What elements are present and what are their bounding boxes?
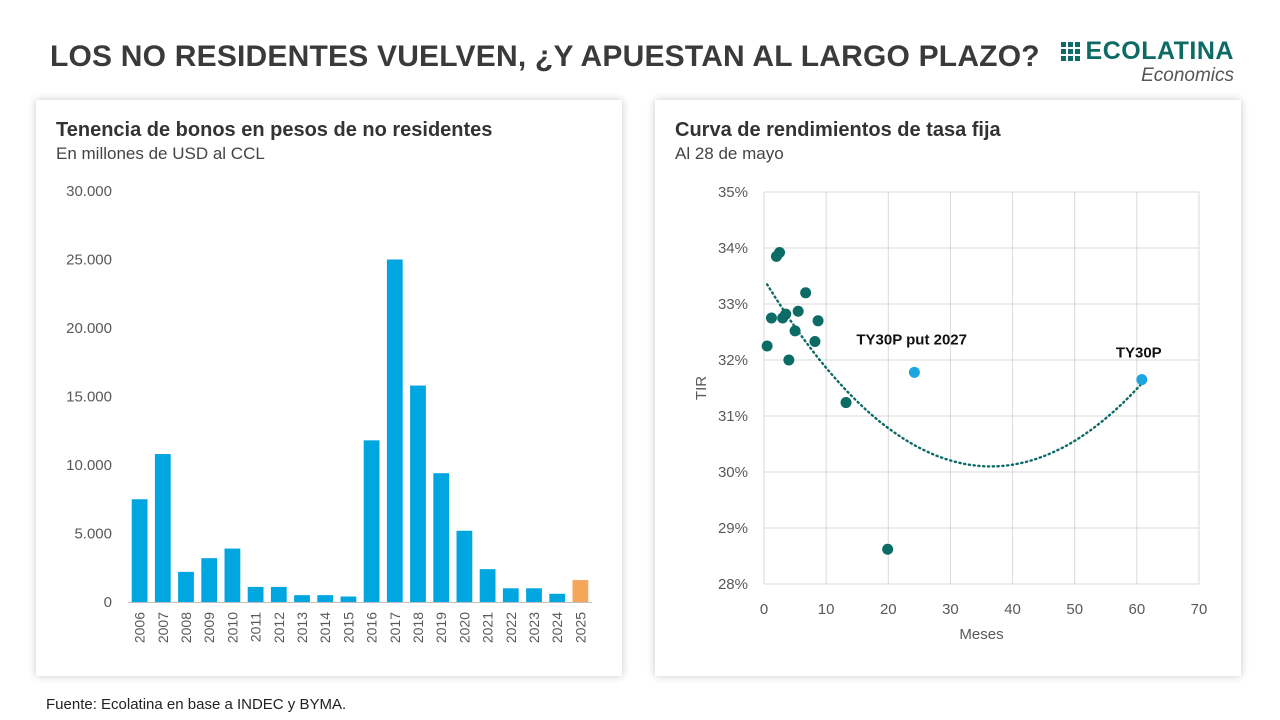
data-point [774, 246, 786, 258]
x-tick-label: 2019 [433, 612, 449, 643]
bar-2010 [224, 548, 241, 602]
bar-2009 [201, 558, 218, 602]
x-tick-label: 2010 [224, 612, 240, 643]
x-tick-label: 70 [1191, 601, 1208, 618]
data-point [780, 308, 792, 320]
bar-2008 [178, 571, 194, 602]
bar-2012 [270, 586, 287, 602]
x-tick-label: 2006 [132, 612, 148, 643]
bar-chart-subtitle: En millones de USD al CCL [56, 144, 265, 163]
y-tick-label: 10.000 [66, 457, 112, 474]
x-tick-label: 2021 [480, 612, 496, 643]
x-tick-label: 2022 [503, 612, 519, 643]
data-point [812, 315, 824, 327]
highlight-point [908, 366, 920, 378]
page-title: LOS NO RESIDENTES VUELVEN, ¿Y APUESTAN A… [50, 40, 1040, 73]
y-tick-label: 25.000 [66, 252, 112, 269]
point-label: TY30P put 2027 [856, 331, 967, 348]
x-tick-label: 2025 [572, 612, 588, 643]
scatter-chart: 28% 29% 30% 31% 32% 33% 34% 35% 0 10 20 30 40 50 60 70 M… [693, 184, 1208, 643]
scatter-chart-title: Curva de rendimientos de tasa fija [675, 119, 1001, 141]
y-tick-label: 30.000 [66, 183, 112, 200]
bar-2017 [386, 259, 403, 602]
bar-2006 [131, 499, 148, 602]
highlight-point [1136, 374, 1148, 386]
bar-chart-panel: Tenencia de bonos en pesos de no residen… [36, 100, 622, 676]
x-tick-label: 2012 [271, 612, 287, 643]
y-tick-label: 31% [718, 408, 748, 425]
bar-2025 [572, 580, 589, 602]
bar-2007 [154, 454, 171, 602]
bar-2022 [502, 588, 519, 602]
data-point [840, 397, 852, 409]
y-tick-label: 29% [718, 520, 748, 537]
x-tick-label: 2020 [456, 612, 472, 643]
bar-2013 [294, 595, 310, 602]
x-tick-label: 2009 [201, 612, 217, 643]
x-tick-label: 2017 [387, 612, 403, 643]
bar-chart-title: Tenencia de bonos en pesos de no residen… [56, 119, 493, 141]
logo-grid-icon [1060, 41, 1080, 61]
y-tick-label: 30% [718, 464, 748, 481]
x-axis-label: Meses [959, 626, 1003, 643]
x-tick-label: 2015 [340, 612, 356, 643]
logo-subtitle: Economics [1141, 65, 1234, 86]
bar-2018 [410, 385, 426, 602]
y-tick-label: 20.000 [66, 320, 112, 337]
x-tick-label: 10 [818, 601, 835, 618]
x-tick-label: 30 [942, 601, 959, 618]
x-tick-label: 60 [1129, 601, 1146, 618]
x-tick-label: 2008 [178, 612, 194, 643]
data-point [792, 305, 804, 317]
point-label: TY30P [1116, 345, 1162, 362]
x-tick-label: 2007 [155, 612, 171, 643]
bar-2019 [433, 473, 450, 602]
x-tick-label: 2018 [410, 612, 426, 643]
data-point [882, 543, 894, 555]
bar-2021 [479, 569, 496, 602]
x-tick-label: 0 [760, 601, 768, 618]
bar-2016 [363, 440, 380, 602]
bar-2020 [456, 530, 473, 602]
data-point [765, 312, 777, 324]
data-point [761, 340, 773, 352]
x-tick-label: 2014 [317, 612, 333, 643]
bar-2014 [317, 595, 334, 602]
bar-2023 [526, 588, 542, 602]
scatter-chart-subtitle: Al 28 de mayo [675, 144, 784, 163]
bar-2011 [247, 586, 264, 602]
y-tick-label: 32% [718, 352, 748, 369]
source-note: Fuente: Ecolatina en base a INDEC y BYMA… [46, 696, 347, 713]
x-tick-label: 2024 [549, 612, 565, 643]
y-tick-label: 33% [718, 296, 748, 313]
y-tick-label: 15.000 [66, 389, 112, 406]
y-tick-label: 28% [718, 576, 748, 593]
x-tick-label: 2023 [526, 612, 542, 643]
data-point [809, 336, 821, 348]
y-axis-label: TIR [693, 376, 710, 400]
y-tick-label: 35% [718, 184, 748, 201]
x-tick-label: 2011 [248, 612, 264, 642]
data-point [783, 354, 795, 366]
trendline [765, 283, 1143, 468]
x-tick-label: 20 [880, 601, 897, 618]
logo-wordmark: ECOLATINA [1085, 37, 1234, 65]
data-point [800, 287, 812, 299]
y-tick-label: 0 [104, 594, 112, 611]
x-tick-label: 2013 [294, 612, 310, 643]
bar-chart: 0 5.000 10.000 15.000 20.000 25.000 30.000 2006… [66, 183, 592, 643]
x-tick-label: 2016 [364, 612, 380, 643]
scatter-chart-panel: Curva de rendimientos de tasa fija Al 28… [655, 100, 1241, 676]
data-point [789, 325, 801, 337]
x-tick-label: 50 [1066, 601, 1083, 618]
bar-2024 [549, 593, 566, 602]
bar-2015 [340, 596, 357, 602]
y-tick-label: 34% [718, 240, 748, 257]
y-tick-label: 5.000 [74, 526, 112, 543]
brand-logo: ECOLATINA Economics [1060, 37, 1234, 87]
x-tick-label: 40 [1004, 601, 1021, 618]
